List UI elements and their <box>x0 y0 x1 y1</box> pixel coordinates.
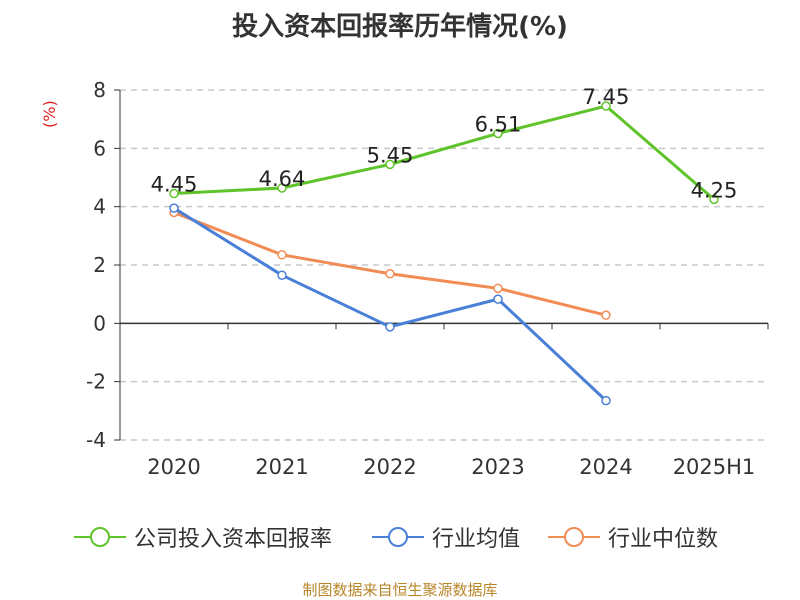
legend-marker-industry-median <box>548 527 600 547</box>
series-point <box>601 310 611 320</box>
legend-marker-company <box>74 527 126 547</box>
y-tick-label: 4 <box>93 195 106 219</box>
series-point <box>493 294 503 304</box>
x-tick-label: 2022 <box>363 455 416 479</box>
x-tick-label: 2020 <box>147 455 200 479</box>
series-point <box>277 250 287 260</box>
line-chart: -4 -2 0 2 4 6 8 2020 2021 2022 2023 2024 2025H1 4.4… <box>86 78 769 479</box>
series-point <box>709 194 719 205</box>
y-tick-label: 8 <box>93 78 106 102</box>
data-label: 6.51 <box>475 112 522 136</box>
series-point <box>385 322 395 332</box>
legend-item-company[interactable]: 公司投入资本回报率 <box>74 520 332 554</box>
series-point <box>169 188 179 199</box>
y-tick-label: 6 <box>93 136 106 160</box>
legend: 公司投入资本回报率 行业均值 行业中位数 <box>0 520 800 554</box>
x-tick-label: 2025H1 <box>673 455 756 479</box>
y-tick-label: 2 <box>93 253 106 277</box>
series-point <box>277 183 287 193</box>
data-label: 4.45 <box>151 173 198 197</box>
y-tick-label: 0 <box>93 311 106 335</box>
data-label: 7.45 <box>583 85 630 109</box>
series-group <box>169 101 719 406</box>
series-point <box>601 101 611 111</box>
series-line <box>173 104 715 201</box>
data-label: 5.45 <box>367 143 414 167</box>
series-point <box>385 159 395 170</box>
y-tick-label: -4 <box>86 428 106 452</box>
legend-label-industry-median: 行业中位数 <box>608 527 719 552</box>
series-point <box>493 283 503 294</box>
legend-marker-industry-mean <box>372 527 424 547</box>
data-label: 4.64 <box>259 167 306 191</box>
x-tick-label: 2024 <box>579 455 632 479</box>
data-labels: 4.45 4.64 5.45 6.51 7.45 4.25 <box>151 85 738 202</box>
grid-lines <box>120 89 768 441</box>
legend-item-industry-mean[interactable]: 行业均值 <box>372 520 520 554</box>
source-note: 制图数据来自恒生聚源数据库 <box>302 581 498 599</box>
series-point <box>601 395 611 406</box>
axes <box>114 89 769 441</box>
y-tick-labels: -4 -2 0 2 4 6 8 <box>86 78 106 452</box>
series-point <box>493 128 503 139</box>
data-label: 4.25 <box>691 178 738 202</box>
legend-item-industry-median[interactable]: 行业中位数 <box>548 520 718 554</box>
series-line <box>173 211 607 317</box>
chart-title: 投入资本回报率历年情况(%) <box>232 12 568 42</box>
legend-label-company: 公司投入资本回报率 <box>134 527 333 552</box>
series-point <box>385 269 395 279</box>
x-tick-labels: 2020 2021 2022 2023 2024 2025H1 <box>147 455 755 479</box>
x-tick-label: 2023 <box>471 455 524 479</box>
y-tick-label: -2 <box>86 370 106 394</box>
legend-label-industry-mean: 行业均值 <box>432 527 521 552</box>
series-point <box>169 203 179 213</box>
x-tick-label: 2021 <box>255 455 308 479</box>
series-point <box>277 270 287 280</box>
